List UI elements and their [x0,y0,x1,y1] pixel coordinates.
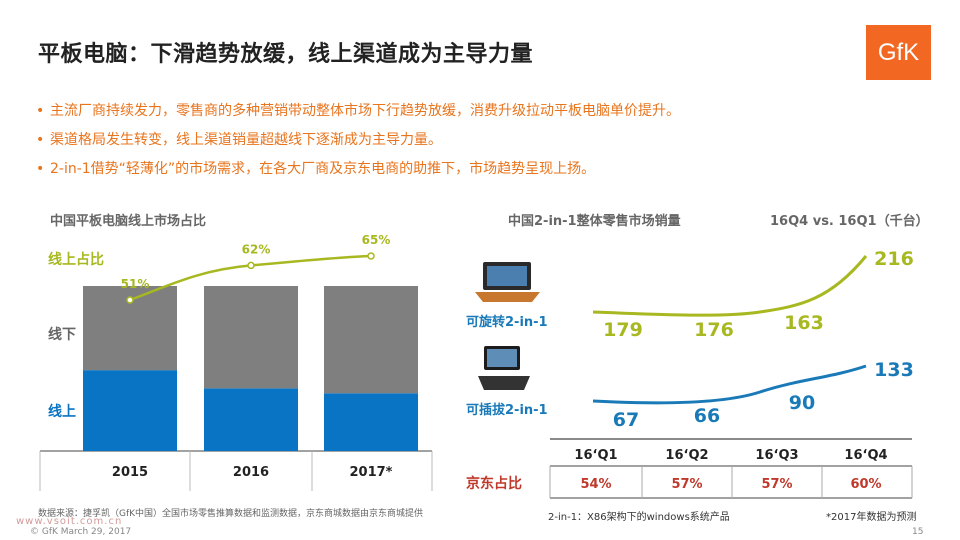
bar-online [204,388,298,451]
bar-offline [204,286,298,389]
bullet-item: • 主流厂商持续发力，零售商的多种营销带动整体市场下行趋势放缓，消费升级拉动平板电… [36,103,680,119]
legend-online: 线上 [48,403,76,420]
share-point [367,252,375,260]
rotating-value-label: 216 [874,248,914,270]
legend-online-share: 线上占比 [48,251,104,268]
rotating-value-label: 179 [603,319,643,341]
rotating-value-label: 163 [784,312,824,334]
copyright: © GfK March 29, 2017 [30,527,132,537]
bar-online [83,370,177,451]
jd-share-value: 60% [850,477,881,492]
quarter-header: 16‘Q3 [755,448,798,463]
laptop-display-icon [487,266,527,286]
detachable-value-label: 67 [613,409,639,431]
page-title: 平板电脑：下滑趋势放缓，线上渠道成为主导力量 [38,42,534,67]
line-chart-title: 中国2-in-1整体零售市场销量 [508,214,681,229]
share-label: 51% [121,277,150,291]
laptop-base-icon [475,292,540,302]
bullet-item: • 2-in-1借势“轻薄化”的市场需求，在各大厂商及京东电商的助推下，市场趋势呈… [36,161,596,177]
rotating-value-label: 176 [694,319,734,341]
series-line-detachable [592,364,867,405]
series-line-rotating [592,255,868,317]
jd-share-value: 57% [761,477,792,492]
share-label: 65% [362,233,391,247]
quarter-header: 16‘Q4 [844,448,887,463]
bar-online [324,393,418,451]
bullet-text: 主流厂商持续发力，零售商的多种营销带动整体市场下行趋势放缓，消费升级拉动平板电脑… [50,103,680,119]
share-point [126,296,134,304]
jd-share-label: 京东占比 [466,475,522,492]
legend-offline: 线下 [48,326,76,343]
tablet-display-icon [487,349,517,367]
bullet-item: • 渠道格局发生转变，线上渠道销量超越线下逐渐成为主导力量。 [36,132,442,148]
key-points: • 主流厂商持续发力，零售商的多种营销带动整体市场下行趋势放缓，消费升级拉动平板电… [36,97,680,184]
series-name-detachable: 可插拔2-in-1 [466,402,548,418]
keyboard-dock-icon [478,376,530,390]
x-tick-label: 2015 [112,465,148,480]
jd-share-value: 54% [580,477,611,492]
bar-offline [324,286,418,394]
watermark: www.vsoit.com.cn [16,516,123,527]
bullet-text: 2-in-1借势“轻薄化”的市场需求，在各大厂商及京东电商的助推下，市场趋势呈现… [50,161,596,177]
forecast-note: *2017年数据为预测 [826,512,917,523]
bar-chart-title: 中国平板电脑线上市场占比 [50,214,207,229]
detachable-value-label: 133 [874,359,914,381]
series-name-rotating: 可旋转2-in-1 [466,314,548,330]
x-tick-label: 2017* [350,465,393,480]
detachable-value-label: 90 [789,392,815,414]
quarter-header: 16‘Q1 [574,448,617,463]
source-note: 数据来源：捷孚凯（GfK中国）全国市场零售推算数据和监测数据，京东商城数据由京东… [38,509,424,519]
share-label: 62% [242,242,271,256]
gfk-logo: GfK [866,25,931,80]
definition-note: 2-in-1：X86架构下的windows系统产品 [548,512,730,523]
share-point [247,261,255,270]
x-tick-label: 2016 [233,465,269,480]
page-number: 15 [912,527,924,537]
line-chart-subtitle: 16Q4 vs. 16Q1（千台） [770,214,929,229]
bullet-text: 渠道格局发生转变，线上渠道销量超越线下逐渐成为主导力量。 [50,132,442,148]
quarter-header: 16‘Q2 [665,448,708,463]
jd-share-value: 57% [671,477,702,492]
detachable-value-label: 66 [694,405,720,427]
